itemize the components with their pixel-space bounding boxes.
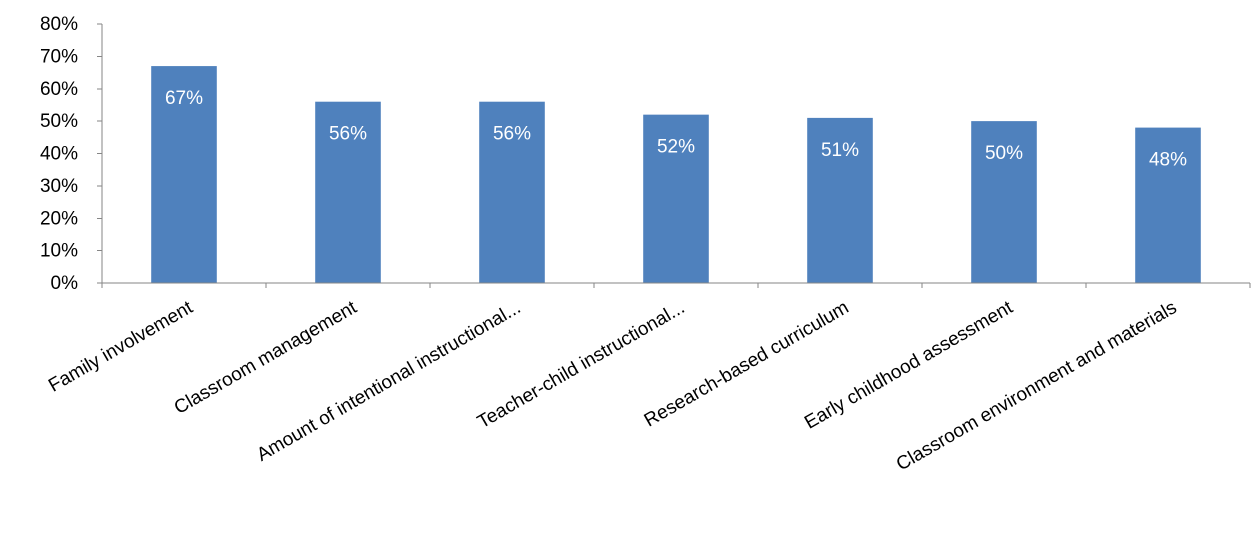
y-tick-label: 50% (40, 111, 78, 132)
category-label: Classroom management (171, 297, 361, 419)
bar (643, 114, 709, 284)
y-axis-ticks: 0% 10% 20% 30% 40% 50% 60% 70% 80% (40, 14, 102, 294)
data-label: 48% (1149, 150, 1187, 171)
y-tick-label: 10% (40, 241, 78, 262)
category-label: Classroom environment and materials (893, 297, 1181, 475)
data-labels: 67% 56% 56% 52% 51% 50% 48% (165, 88, 1187, 171)
data-label: 51% (821, 140, 859, 161)
bar (151, 66, 217, 284)
data-label: 56% (329, 124, 367, 145)
y-tick-label: 20% (40, 208, 78, 229)
y-tick-label: 40% (40, 144, 78, 165)
data-label: 67% (165, 88, 203, 109)
data-label: 56% (493, 124, 531, 145)
y-tick-label: 30% (40, 176, 78, 197)
bar (1135, 127, 1201, 283)
y-tick-label: 0% (51, 273, 79, 294)
bars (151, 66, 1201, 284)
y-tick-label: 60% (40, 79, 78, 100)
y-tick-label: 70% (40, 46, 78, 67)
bar (315, 101, 381, 283)
bar (971, 121, 1037, 283)
category-label: Amount of intentional instructional... (253, 297, 524, 466)
bar (807, 117, 873, 283)
y-tick-label: 80% (40, 14, 78, 35)
category-label: Family involvement (45, 297, 197, 397)
bar (479, 101, 545, 283)
x-axis-ticks (101, 283, 1251, 288)
data-label: 52% (657, 137, 695, 158)
data-label: 50% (985, 143, 1023, 164)
